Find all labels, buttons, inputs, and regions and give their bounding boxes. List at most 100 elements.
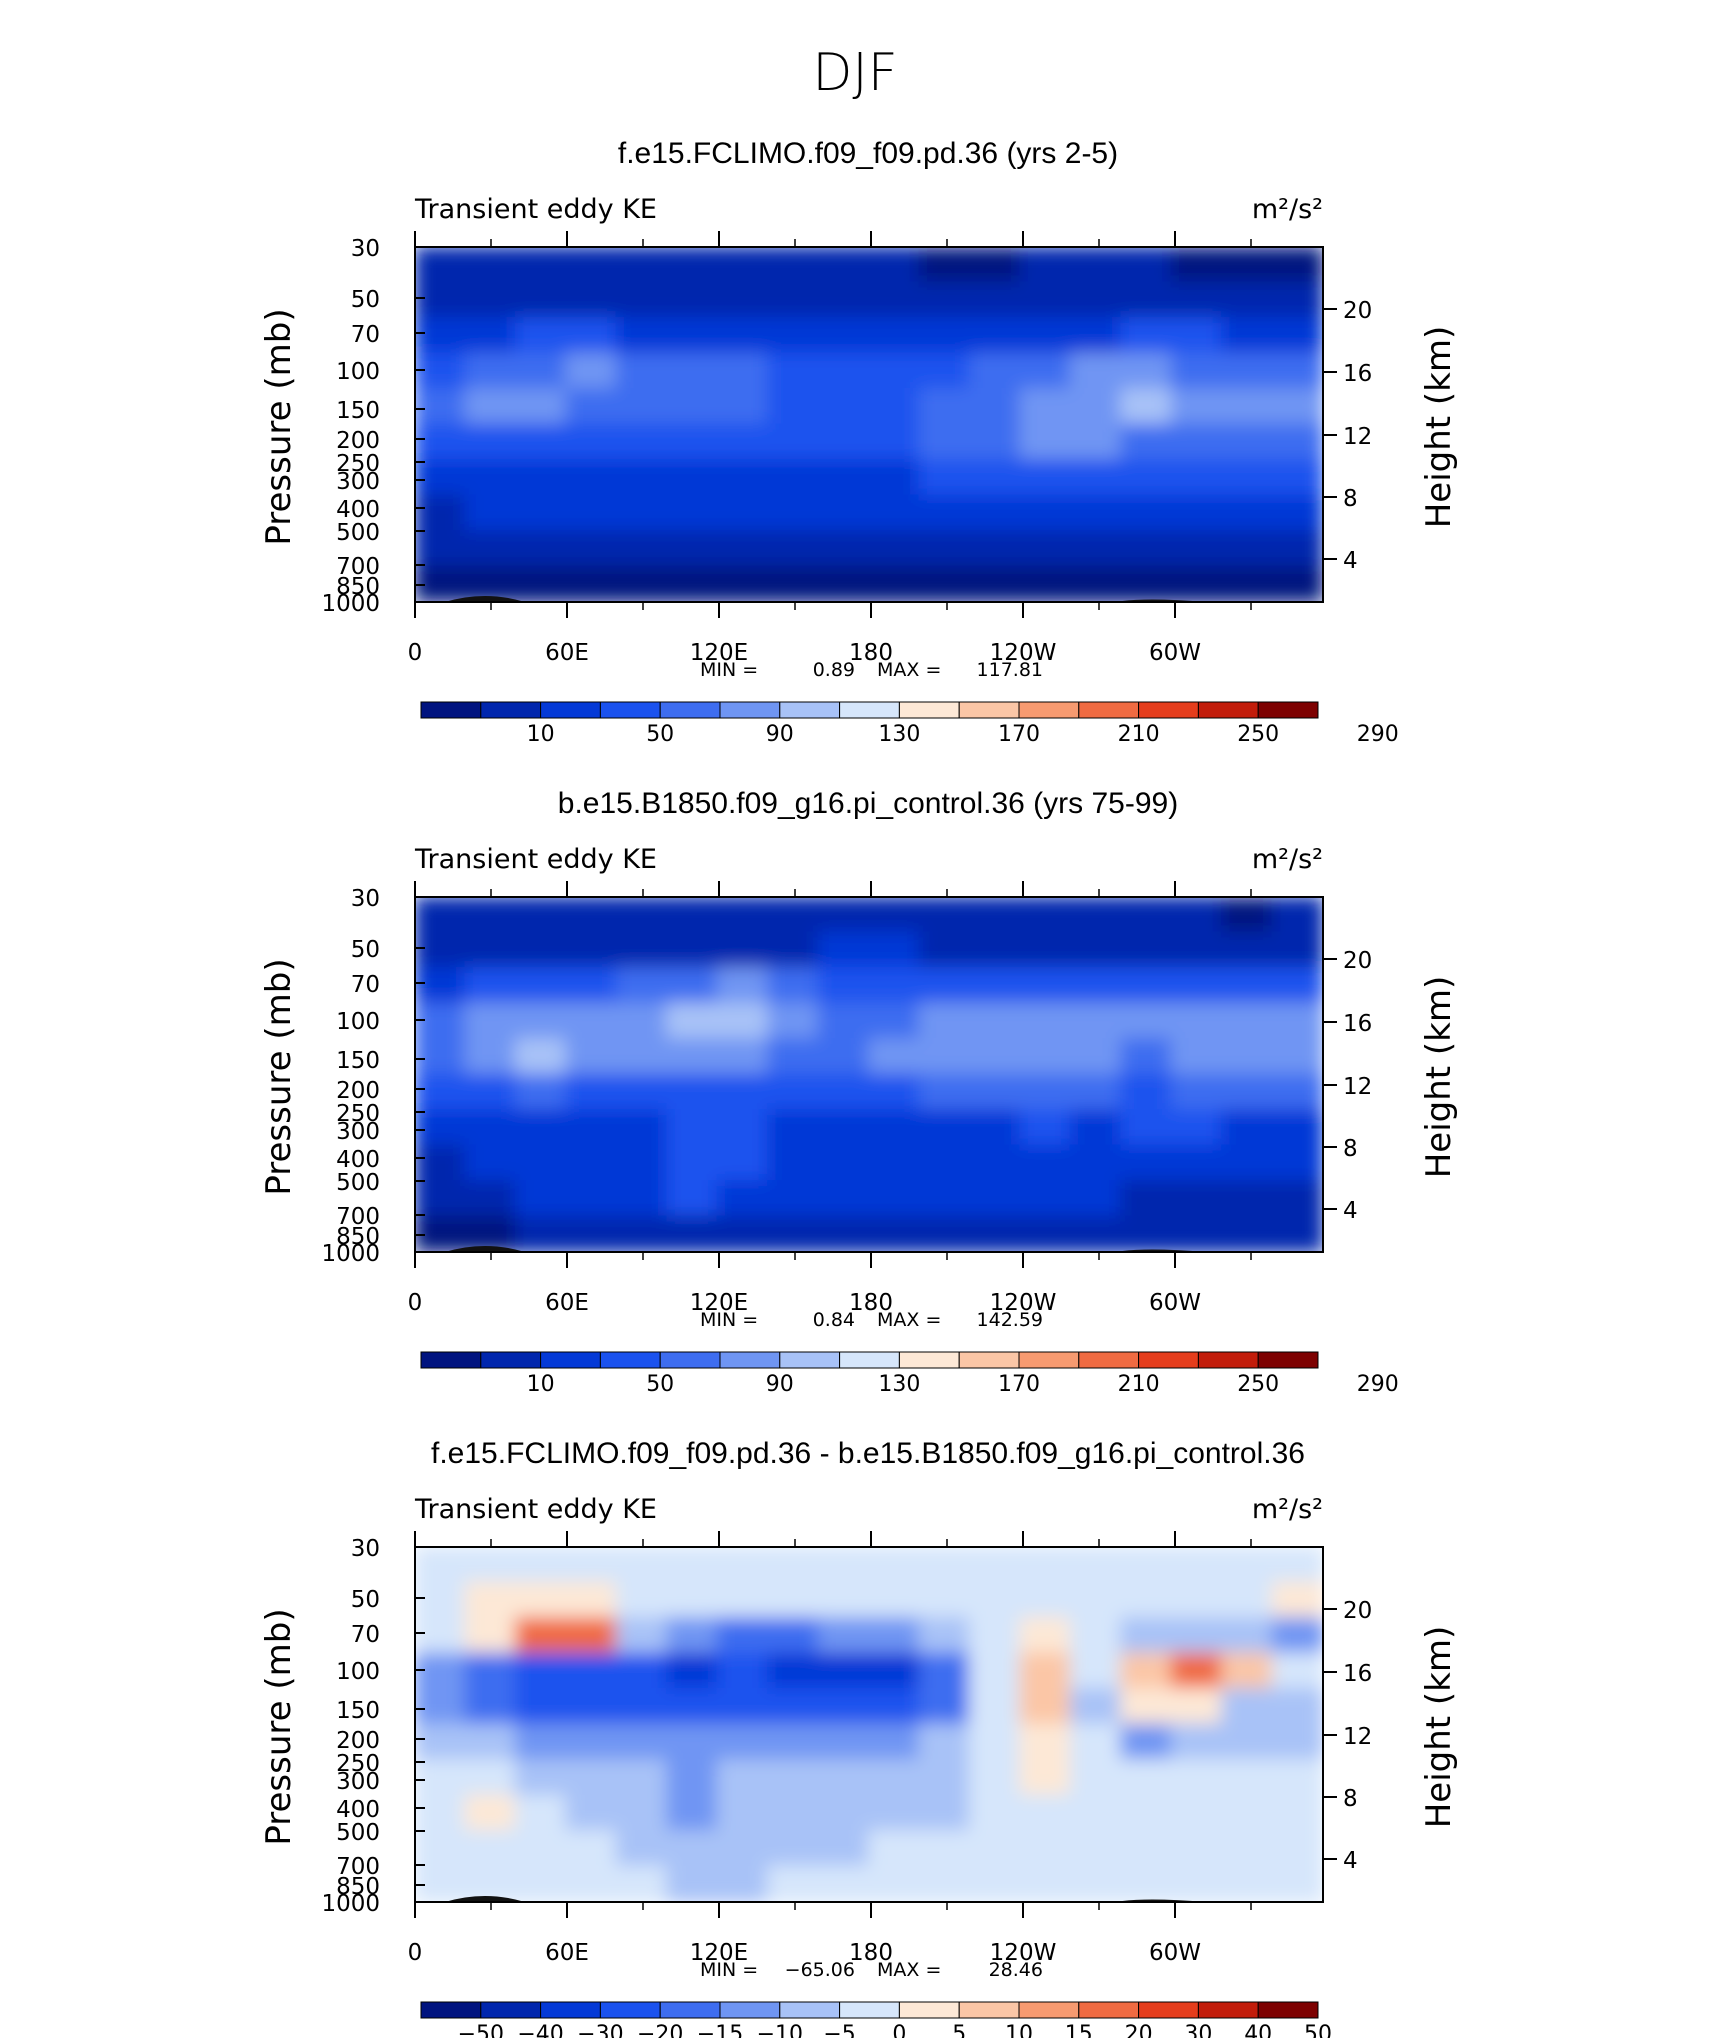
colorbar-label: 250 bbox=[1237, 722, 1279, 747]
contour-cell bbox=[918, 897, 971, 934]
y-tick-label: 700 bbox=[336, 554, 380, 580]
contour-cell bbox=[415, 1073, 467, 1111]
y-tick-label: 30 bbox=[351, 886, 380, 912]
contour-cell bbox=[767, 1759, 820, 1797]
contour-cell bbox=[968, 1581, 1022, 1619]
panel-title: b.e15.B1850.f09_g16.pi_control.36 (yrs 7… bbox=[558, 787, 1178, 820]
units-label: m²/s² bbox=[1252, 1494, 1323, 1525]
contour-cell bbox=[918, 281, 971, 319]
contour-cell bbox=[666, 1830, 719, 1868]
field-label: Transient eddy KE bbox=[414, 1494, 657, 1525]
y-tick-label: 150 bbox=[336, 398, 380, 424]
min-value: −65.06 bbox=[785, 1959, 855, 1981]
contour-cell bbox=[415, 388, 467, 426]
contour-cell bbox=[464, 1865, 517, 1902]
contour-cell bbox=[968, 247, 1022, 284]
contour-cell bbox=[918, 247, 971, 284]
contour-cell bbox=[1221, 1038, 1274, 1076]
y2-axis-title: Height (km) bbox=[1419, 326, 1459, 529]
contour-cell bbox=[1271, 1073, 1323, 1111]
contour-cell bbox=[767, 1581, 820, 1619]
y-tick-label: 200 bbox=[336, 428, 380, 454]
contour-cell bbox=[1170, 967, 1224, 1005]
contour-cell bbox=[565, 1865, 618, 1902]
colorbar-label: 130 bbox=[878, 1372, 920, 1397]
contour-cell bbox=[1221, 494, 1274, 532]
contour-cell bbox=[868, 1830, 921, 1868]
contour-field bbox=[415, 247, 1323, 602]
units-label: m²/s² bbox=[1252, 844, 1323, 875]
max-value: 117.81 bbox=[977, 659, 1043, 681]
contour-cell bbox=[565, 931, 618, 969]
contour-cell bbox=[716, 1759, 770, 1797]
x-tick-label: 60E bbox=[545, 1940, 589, 1966]
contour-cell bbox=[514, 317, 568, 355]
contour-cell bbox=[666, 352, 719, 390]
contour-cell bbox=[615, 1581, 669, 1619]
contour-cell bbox=[1271, 1794, 1323, 1832]
contour-cell bbox=[918, 565, 971, 602]
contour-cell bbox=[514, 423, 568, 461]
y-tick-label: 70 bbox=[351, 322, 380, 348]
contour-cell bbox=[968, 1865, 1022, 1902]
contour-cell bbox=[1069, 1547, 1123, 1584]
y-tick-label: 850 bbox=[336, 1874, 380, 1900]
contour-cell bbox=[514, 931, 568, 969]
y-tick-label: 100 bbox=[336, 1659, 380, 1685]
contour-cell bbox=[767, 530, 820, 568]
contour-cell bbox=[565, 1547, 618, 1584]
contour-cell bbox=[918, 1144, 971, 1182]
contour-cell bbox=[767, 281, 820, 319]
contour-cell bbox=[868, 1109, 921, 1147]
contour-cell bbox=[415, 1109, 467, 1147]
contour-cell bbox=[767, 352, 820, 390]
contour-cell bbox=[767, 897, 820, 934]
x-tick-label: 120W bbox=[990, 1940, 1057, 1966]
contour-cell bbox=[1271, 423, 1323, 461]
y2-tick-label: 16 bbox=[1343, 361, 1372, 387]
contour-cell bbox=[918, 1038, 971, 1076]
contour-cell bbox=[464, 1759, 517, 1797]
contour-cell bbox=[1069, 897, 1123, 934]
contour-cell bbox=[1019, 967, 1072, 1005]
contour-cell bbox=[1069, 1865, 1123, 1902]
contour-cell bbox=[666, 317, 719, 355]
contour-cell bbox=[1019, 897, 1072, 934]
contour-cell bbox=[615, 317, 669, 355]
contour-cell bbox=[716, 459, 770, 497]
contour-cell bbox=[565, 423, 618, 461]
contour-cell bbox=[565, 1109, 618, 1147]
contour-cell bbox=[464, 1547, 517, 1584]
contour-cell bbox=[968, 388, 1022, 426]
y-tick-label: 50 bbox=[351, 287, 380, 313]
contour-cell bbox=[868, 1581, 921, 1619]
contour-cell bbox=[666, 459, 719, 497]
contour-cell bbox=[968, 1794, 1022, 1832]
contour-cell bbox=[767, 1038, 820, 1076]
contour-cell bbox=[514, 494, 568, 532]
x-tick-label: 120W bbox=[990, 640, 1057, 666]
colorbar-label: 10 bbox=[527, 1372, 555, 1397]
contour-cell bbox=[666, 897, 719, 934]
contour-cell bbox=[666, 1865, 719, 1902]
contour-cell bbox=[464, 1617, 517, 1655]
contour-cell bbox=[1069, 247, 1123, 284]
contour-cell bbox=[1120, 1830, 1173, 1868]
y2-tick-label: 8 bbox=[1343, 486, 1358, 512]
colorbar-swatch bbox=[1197, 1351, 1259, 1369]
contour-cell bbox=[767, 967, 820, 1005]
contour-cell bbox=[415, 1038, 467, 1076]
contour-cell bbox=[1170, 352, 1224, 390]
y-tick-label: 30 bbox=[351, 1536, 380, 1562]
contour-cell bbox=[1019, 1688, 1072, 1726]
contour-cell bbox=[1170, 247, 1224, 284]
contour-cell bbox=[767, 388, 820, 426]
contour-cell bbox=[565, 1652, 618, 1690]
contour-cell bbox=[716, 281, 770, 319]
colorbar-swatch bbox=[599, 701, 661, 719]
contour-cell bbox=[615, 1073, 669, 1111]
colorbar-swatch bbox=[540, 2001, 601, 2019]
contour-cell bbox=[868, 494, 921, 532]
colorbar-label: 5 bbox=[952, 2022, 966, 2038]
contour-cell bbox=[1069, 931, 1123, 969]
